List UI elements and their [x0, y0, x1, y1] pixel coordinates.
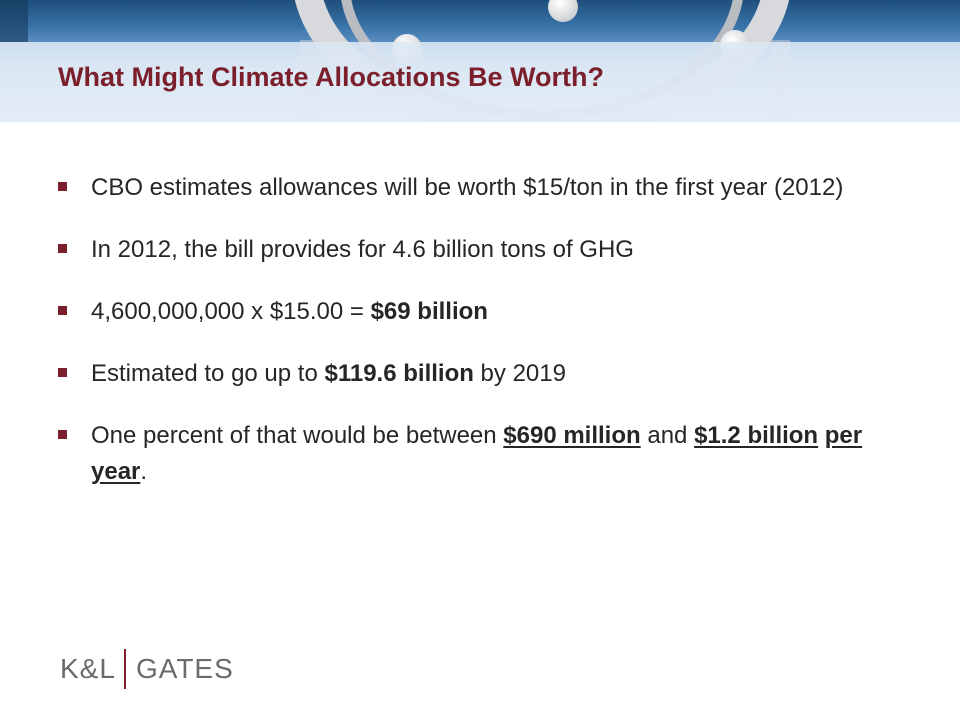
bullet-emphasis-underlined: $1.2 billion [694, 422, 819, 449]
square-bullet-icon [58, 244, 67, 253]
title-backdrop [0, 42, 960, 122]
logo-left-text: K&L [60, 653, 116, 684]
bullet-text: . [140, 458, 148, 485]
square-bullet-icon [58, 368, 67, 377]
bullet-item: Estimated to go up to $119.6 billion by … [58, 356, 918, 392]
flange-bolt [548, 0, 578, 22]
bullet-list: CBO estimates allowances will be worth $… [58, 170, 918, 516]
bullet-emphasis-underlined: per year [91, 422, 863, 485]
bullet-text: 4,600,000,000 x $15.00 = [91, 298, 371, 325]
header-banner-image [0, 0, 960, 122]
logo-right-text: GATES [135, 653, 234, 684]
bullet-emphasis: $119.6 billion [324, 360, 474, 387]
bullet-text: One percent of that would be between [91, 422, 504, 449]
bullet-text: Estimated to go up to [91, 360, 325, 387]
bullet-text: In 2012, the bill provides for 4.6 billi… [91, 236, 634, 263]
banner-shadow [0, 0, 28, 42]
slide-title: What Might Climate Allocations Be Worth? [58, 62, 604, 92]
bullet-emphasis: $69 billion [370, 298, 488, 325]
bullet-emphasis-underlined: $690 million [503, 422, 641, 449]
logo-divider [123, 649, 126, 689]
bullet-item: 4,600,000,000 x $15.00 = $69 billion [58, 294, 918, 330]
bullet-item: CBO estimates allowances will be worth $… [58, 170, 918, 206]
bullet-text: CBO estimates allowances will be worth $… [91, 174, 844, 201]
square-bullet-icon [58, 306, 67, 315]
bullet-item: In 2012, the bill provides for 4.6 billi… [58, 232, 918, 268]
bullet-item: One percent of that would be between $69… [58, 418, 918, 490]
kl-gates-logo: K&L GATES [60, 648, 234, 690]
bullet-text: by 2019 [473, 360, 566, 387]
square-bullet-icon [58, 182, 67, 191]
bullet-text: and [640, 422, 695, 449]
bullet-text [818, 422, 825, 449]
square-bullet-icon [58, 430, 67, 439]
